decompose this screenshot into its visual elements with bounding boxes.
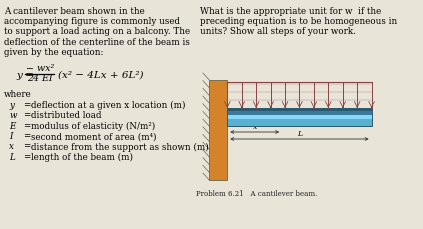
Text: units? Show all steps of your work.: units? Show all steps of your work. <box>200 27 356 36</box>
Text: given by the equation:: given by the equation: <box>4 48 103 57</box>
Bar <box>227 119 371 122</box>
Text: =: = <box>23 112 31 120</box>
Text: =: = <box>23 153 31 162</box>
Text: − wx²: − wx² <box>25 64 54 73</box>
Text: A cantilever beam shown in the: A cantilever beam shown in the <box>4 7 144 16</box>
Bar <box>227 124 371 126</box>
Text: length of the beam (m): length of the beam (m) <box>30 153 133 162</box>
Text: L: L <box>9 153 15 162</box>
Text: 24 EI: 24 EI <box>27 74 52 83</box>
Bar <box>227 112 371 115</box>
Text: (x² − 4Lx + 6L²): (x² − 4Lx + 6L²) <box>58 71 143 80</box>
Bar <box>209 80 227 180</box>
Text: x: x <box>9 142 14 151</box>
Text: deflection of the centerline of the beam is: deflection of the centerline of the beam… <box>4 38 190 46</box>
Bar <box>227 108 371 126</box>
Text: Problem 6.21   A cantilever beam.: Problem 6.21 A cantilever beam. <box>196 190 317 198</box>
Text: E: E <box>9 122 15 131</box>
Text: =: = <box>23 122 31 131</box>
Text: preceding equation is to be homogeneous in: preceding equation is to be homogeneous … <box>200 17 398 26</box>
Bar <box>227 122 371 124</box>
Text: I: I <box>9 132 13 141</box>
Text: y: y <box>9 101 14 110</box>
Text: =: = <box>23 142 31 151</box>
Text: second moment of area (m⁴): second moment of area (m⁴) <box>30 132 156 141</box>
Text: deflection at a given x location (m): deflection at a given x location (m) <box>30 101 185 110</box>
Text: =: = <box>23 132 31 141</box>
Text: =: = <box>23 101 31 110</box>
Text: distributed load: distributed load <box>30 112 101 120</box>
Bar <box>227 110 371 113</box>
Text: accompanying figure is commonly used: accompanying figure is commonly used <box>4 17 180 26</box>
Text: x: x <box>253 123 257 131</box>
Text: What is the appropriate unit for w  if the: What is the appropriate unit for w if th… <box>200 7 382 16</box>
Bar <box>227 115 371 117</box>
Text: y =: y = <box>16 71 37 80</box>
Text: where: where <box>4 90 31 99</box>
Text: modulus of elasticity (N/m²): modulus of elasticity (N/m²) <box>30 122 155 131</box>
Text: distance from the support as shown (m): distance from the support as shown (m) <box>30 142 209 152</box>
Text: L: L <box>297 130 302 138</box>
Bar <box>227 108 371 111</box>
Bar <box>227 117 371 120</box>
Text: to support a load acting on a balcony. The: to support a load acting on a balcony. T… <box>4 27 190 36</box>
Bar <box>227 108 371 111</box>
Text: w: w <box>9 112 16 120</box>
